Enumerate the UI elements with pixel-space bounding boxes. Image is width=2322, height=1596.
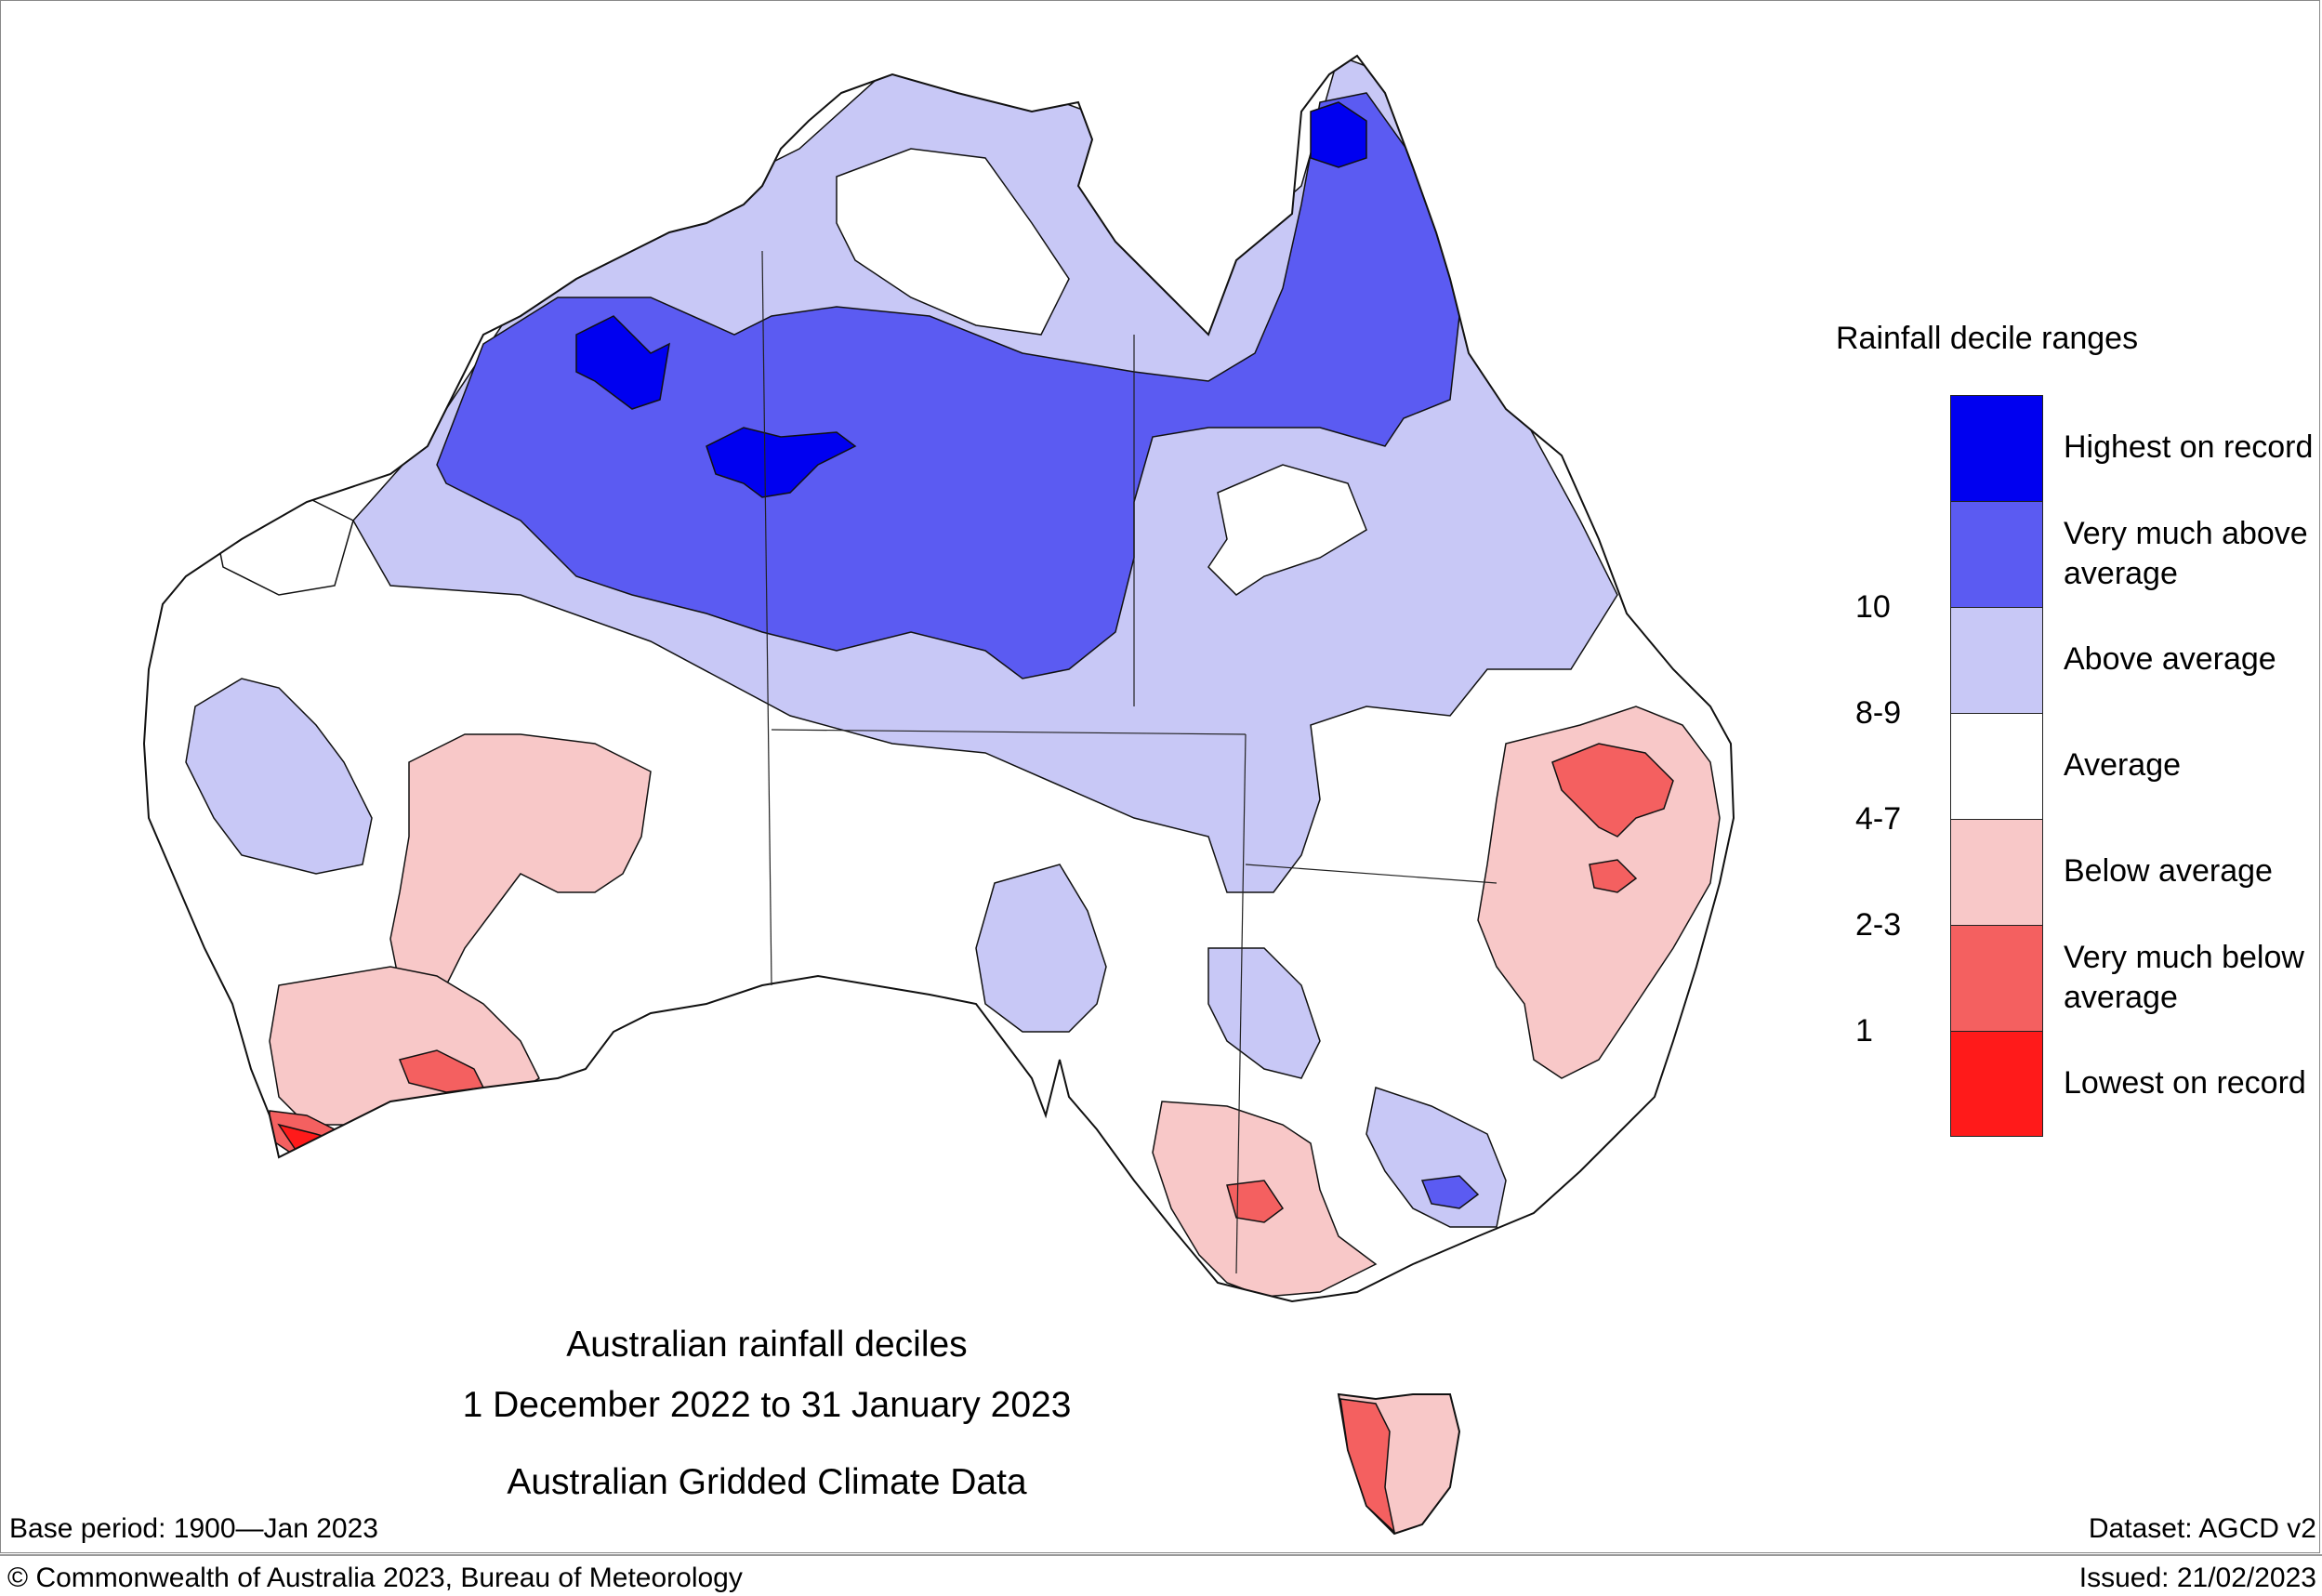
legend-row: 4-7 Average bbox=[1855, 713, 2320, 837]
below-average-area bbox=[389, 733, 652, 1005]
issued-date: Issued: 21/02/2023 bbox=[2078, 1563, 2316, 1593]
copyright: © Commonwealth of Australia 2023, Bureau… bbox=[7, 1563, 743, 1593]
legend-swatch bbox=[1950, 925, 2043, 1031]
legend-decile-number: 1 bbox=[1855, 1012, 1873, 1049]
highest-on-record-area bbox=[706, 427, 857, 498]
legend-swatch bbox=[1950, 819, 2043, 925]
legend-row: 10 Very much above average bbox=[1855, 501, 2320, 625]
highest-on-record-area bbox=[1310, 101, 1367, 168]
legend-decile-number: 10 bbox=[1855, 588, 1891, 625]
above-average-area bbox=[1207, 947, 1321, 1079]
base-period: Base period: 1900—Jan 2023 bbox=[9, 1513, 378, 1544]
very-much-below-average-area bbox=[1226, 1180, 1285, 1223]
average-area bbox=[836, 148, 1070, 336]
legend-label: Average bbox=[2064, 747, 2182, 784]
legend-row: Highest on record bbox=[1855, 395, 2320, 501]
above-average-area bbox=[975, 864, 1107, 1033]
very-much-below-average-area bbox=[1551, 743, 1674, 838]
legend-swatch bbox=[1950, 1031, 2043, 1137]
tasmania bbox=[1337, 1392, 1461, 1536]
state-borders bbox=[761, 250, 1497, 1274]
legend-swatch bbox=[1950, 395, 2043, 501]
legend-swatch bbox=[1950, 713, 2043, 819]
average-area bbox=[1207, 464, 1367, 596]
very-much-above-average-area bbox=[1420, 1175, 1480, 1209]
legend-row: Lowest on record bbox=[1855, 1031, 2320, 1137]
legend-decile-number: 2-3 bbox=[1855, 906, 1902, 943]
legend-row: 8-9 Above average bbox=[1855, 607, 2320, 731]
legend-row: 2-3 Below average bbox=[1855, 819, 2320, 943]
map-frame bbox=[0, 0, 2320, 1553]
legend-swatch bbox=[1950, 501, 2043, 607]
legend-decile-number: 8-9 bbox=[1855, 694, 1902, 731]
legend-title: Rainfall decile ranges bbox=[1836, 321, 2139, 356]
very-much-above-average-area bbox=[436, 92, 1460, 679]
very-much-below-average-area bbox=[1589, 859, 1638, 893]
legend-label: Very much below average bbox=[2064, 939, 2304, 1015]
footer-divider bbox=[0, 1554, 2322, 1556]
legend-swatch bbox=[1950, 607, 2043, 713]
legend-decile-number: 4-7 bbox=[1855, 800, 1902, 837]
legend-label: Very much above average bbox=[2064, 515, 2308, 591]
highest-on-record-area bbox=[575, 315, 670, 410]
legend-decile-number bbox=[1855, 1084, 1920, 1190]
above-average-area bbox=[185, 678, 373, 875]
legend-label: Lowest on record bbox=[2064, 1065, 2306, 1101]
dataset-label: Dataset: AGCD v2 bbox=[2088, 1513, 2316, 1544]
map-title: Australian rainfall deciles bbox=[566, 1325, 968, 1365]
very-much-below-average-area bbox=[1339, 1398, 1396, 1535]
map-period: 1 December 2022 to 31 January 2023 bbox=[462, 1385, 1072, 1425]
map-data-source: Australian Gridded Climate Data bbox=[507, 1462, 1027, 1502]
legend-label: Highest on record bbox=[2064, 429, 2314, 466]
legend-label: Above average bbox=[2064, 641, 2276, 678]
legend-label: Below average bbox=[2064, 853, 2273, 890]
legend-row: 1 Very much below average bbox=[1855, 925, 2320, 1049]
